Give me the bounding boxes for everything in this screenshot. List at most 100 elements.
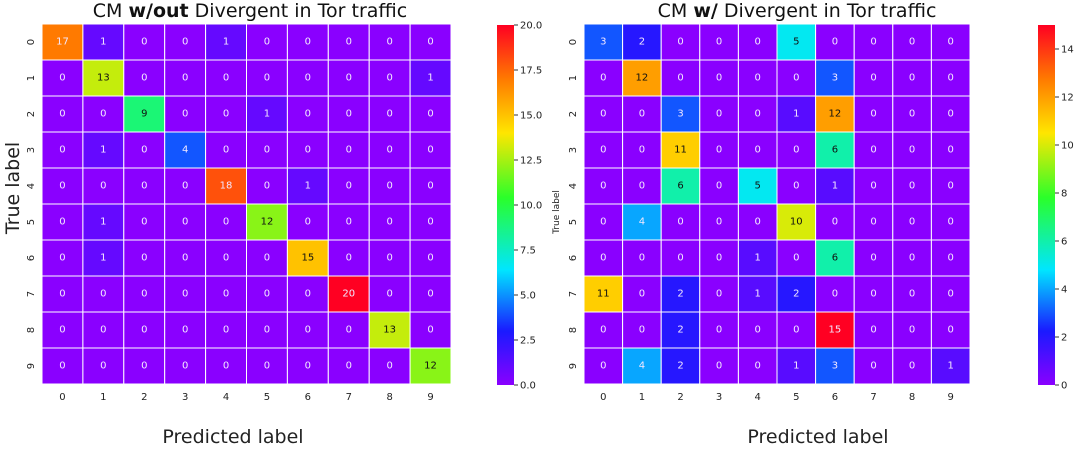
heatmap-cell [41,347,84,385]
heatmap-cell [622,311,662,349]
heatmap-cell [246,275,288,313]
cell-value-label: 1 [100,37,106,48]
cell-value-label: 0 [264,145,270,156]
cell-value-label: 0 [182,253,188,264]
cell-value-label: 0 [716,325,722,336]
x-tick-label: 1 [639,392,645,403]
heatmap-cell [409,23,452,61]
colorbar-ticks-left: 0.0 2.5 5.0 7.5 10.0 12.5 15.0 17.5 20.0 [514,21,542,392]
x-tick-label: 7 [870,392,876,403]
cell-value-label: 0 [948,253,954,264]
heatmap-cell [246,239,288,277]
cell-value-label: 1 [305,181,311,192]
heatmap-cell [853,311,894,349]
x-tick-label: 4 [223,392,229,403]
cell-value-label: 0 [386,109,392,120]
heatmap-cell [41,131,84,169]
colorbar-tick-label: 12 [1061,93,1074,104]
colorbar-tick-label: 7.5 [520,246,536,257]
heatmap-cell [205,347,248,385]
cell-value-label: 20 [342,289,355,300]
heatmap-cell [41,239,84,277]
cell-value-label: 0 [600,145,606,156]
cell-value-label: 0 [755,217,761,228]
y-ticks-right: 0 1 2 3 4 5 6 7 8 9 [568,39,579,369]
cell-value-label: 0 [427,325,433,336]
cell-value-label: 0 [600,217,606,228]
x-axis-label-right: Predicted label [747,426,888,448]
heatmap-cell [123,275,166,313]
cell-value-label: 0 [182,109,188,120]
colorbar-tick-label: 15.0 [520,111,542,122]
cell-value-label: 0 [639,145,645,156]
heatmap-cell [286,275,329,313]
colorbar-tick-label: 2.5 [520,336,536,347]
heatmap-cell [853,23,894,61]
x-tick-label: 8 [386,392,392,403]
cell-value-label: 0 [793,145,799,156]
heatmap-cell [892,347,932,385]
y-tick-label: 6 [568,255,579,261]
cell-value-label: 0 [677,73,683,84]
heatmap-cell [82,347,125,385]
heatmap-cell [737,275,778,313]
heatmap-cell [853,239,894,277]
heatmap-cell [930,167,971,205]
cell-value-label: 0 [793,253,799,264]
cell-value-label: 0 [346,73,352,84]
cell-value-label: 0 [386,181,392,192]
cell-value-label: 0 [305,145,311,156]
heatmap-cell [622,59,662,97]
x-tick-label: 1 [100,392,106,403]
cell-value-label: 0 [346,253,352,264]
y-tick-label: 4 [26,183,37,189]
cell-value-label: 0 [716,217,722,228]
colorbar-left [497,25,514,385]
y-tick-label: 8 [26,327,37,333]
cell-value-label: 4 [182,145,188,156]
cell-value-label: 13 [383,325,396,336]
heatmap-cell [815,203,855,241]
cell-value-label: 0 [755,37,761,48]
heatmap-cell [123,203,166,241]
cell-value-label: 0 [100,289,106,300]
heatmap-cell [776,347,817,385]
y-axis-label-left: True label [2,142,24,235]
heatmap-cell [737,239,778,277]
x-tick-label: 9 [948,392,954,403]
cell-value-label: 0 [305,109,311,120]
heatmap-cell [853,167,894,205]
cell-value-label: 4 [639,217,645,228]
heatmap-cell [123,347,166,385]
heatmap-cell [660,95,701,133]
colorbar-tick-label: 0.0 [520,381,536,392]
heatmap-cell [699,59,739,97]
colorbar-tick-label: 20.0 [520,21,542,32]
cell-value-label: 0 [305,37,311,48]
x-tick-label: 8 [909,392,915,403]
cell-value-label: 0 [386,145,392,156]
y-tick-label: 0 [568,39,579,45]
colorbar-right [1038,25,1055,385]
cell-value-label: 0 [639,253,645,264]
heatmap-cell [892,23,932,61]
cell-value-label: 0 [223,73,229,84]
heatmap-cell [409,311,452,349]
cell-value-label: 0 [600,253,606,264]
chart-title-left-suffix: Divergent in Tor traffic [189,0,408,22]
x-tick-label: 2 [677,392,683,403]
colorbar-tick-label: 5.0 [520,291,536,302]
cell-value-label: 0 [346,37,352,48]
x-tick-label: 4 [755,392,761,403]
heatmap-cell [327,347,370,385]
heatmap-cell [776,167,817,205]
cell-value-label: 0 [755,109,761,120]
cell-value-label: 11 [674,145,687,156]
cell-value-label: 0 [793,73,799,84]
chart-title-left-prefix: CM [93,0,129,22]
colorbar-tick-label: 2 [1061,333,1067,344]
cell-value-label: 12 [424,361,437,372]
heatmap-cell [776,311,817,349]
heatmap-cell [776,239,817,277]
cell-value-label: 0 [182,289,188,300]
